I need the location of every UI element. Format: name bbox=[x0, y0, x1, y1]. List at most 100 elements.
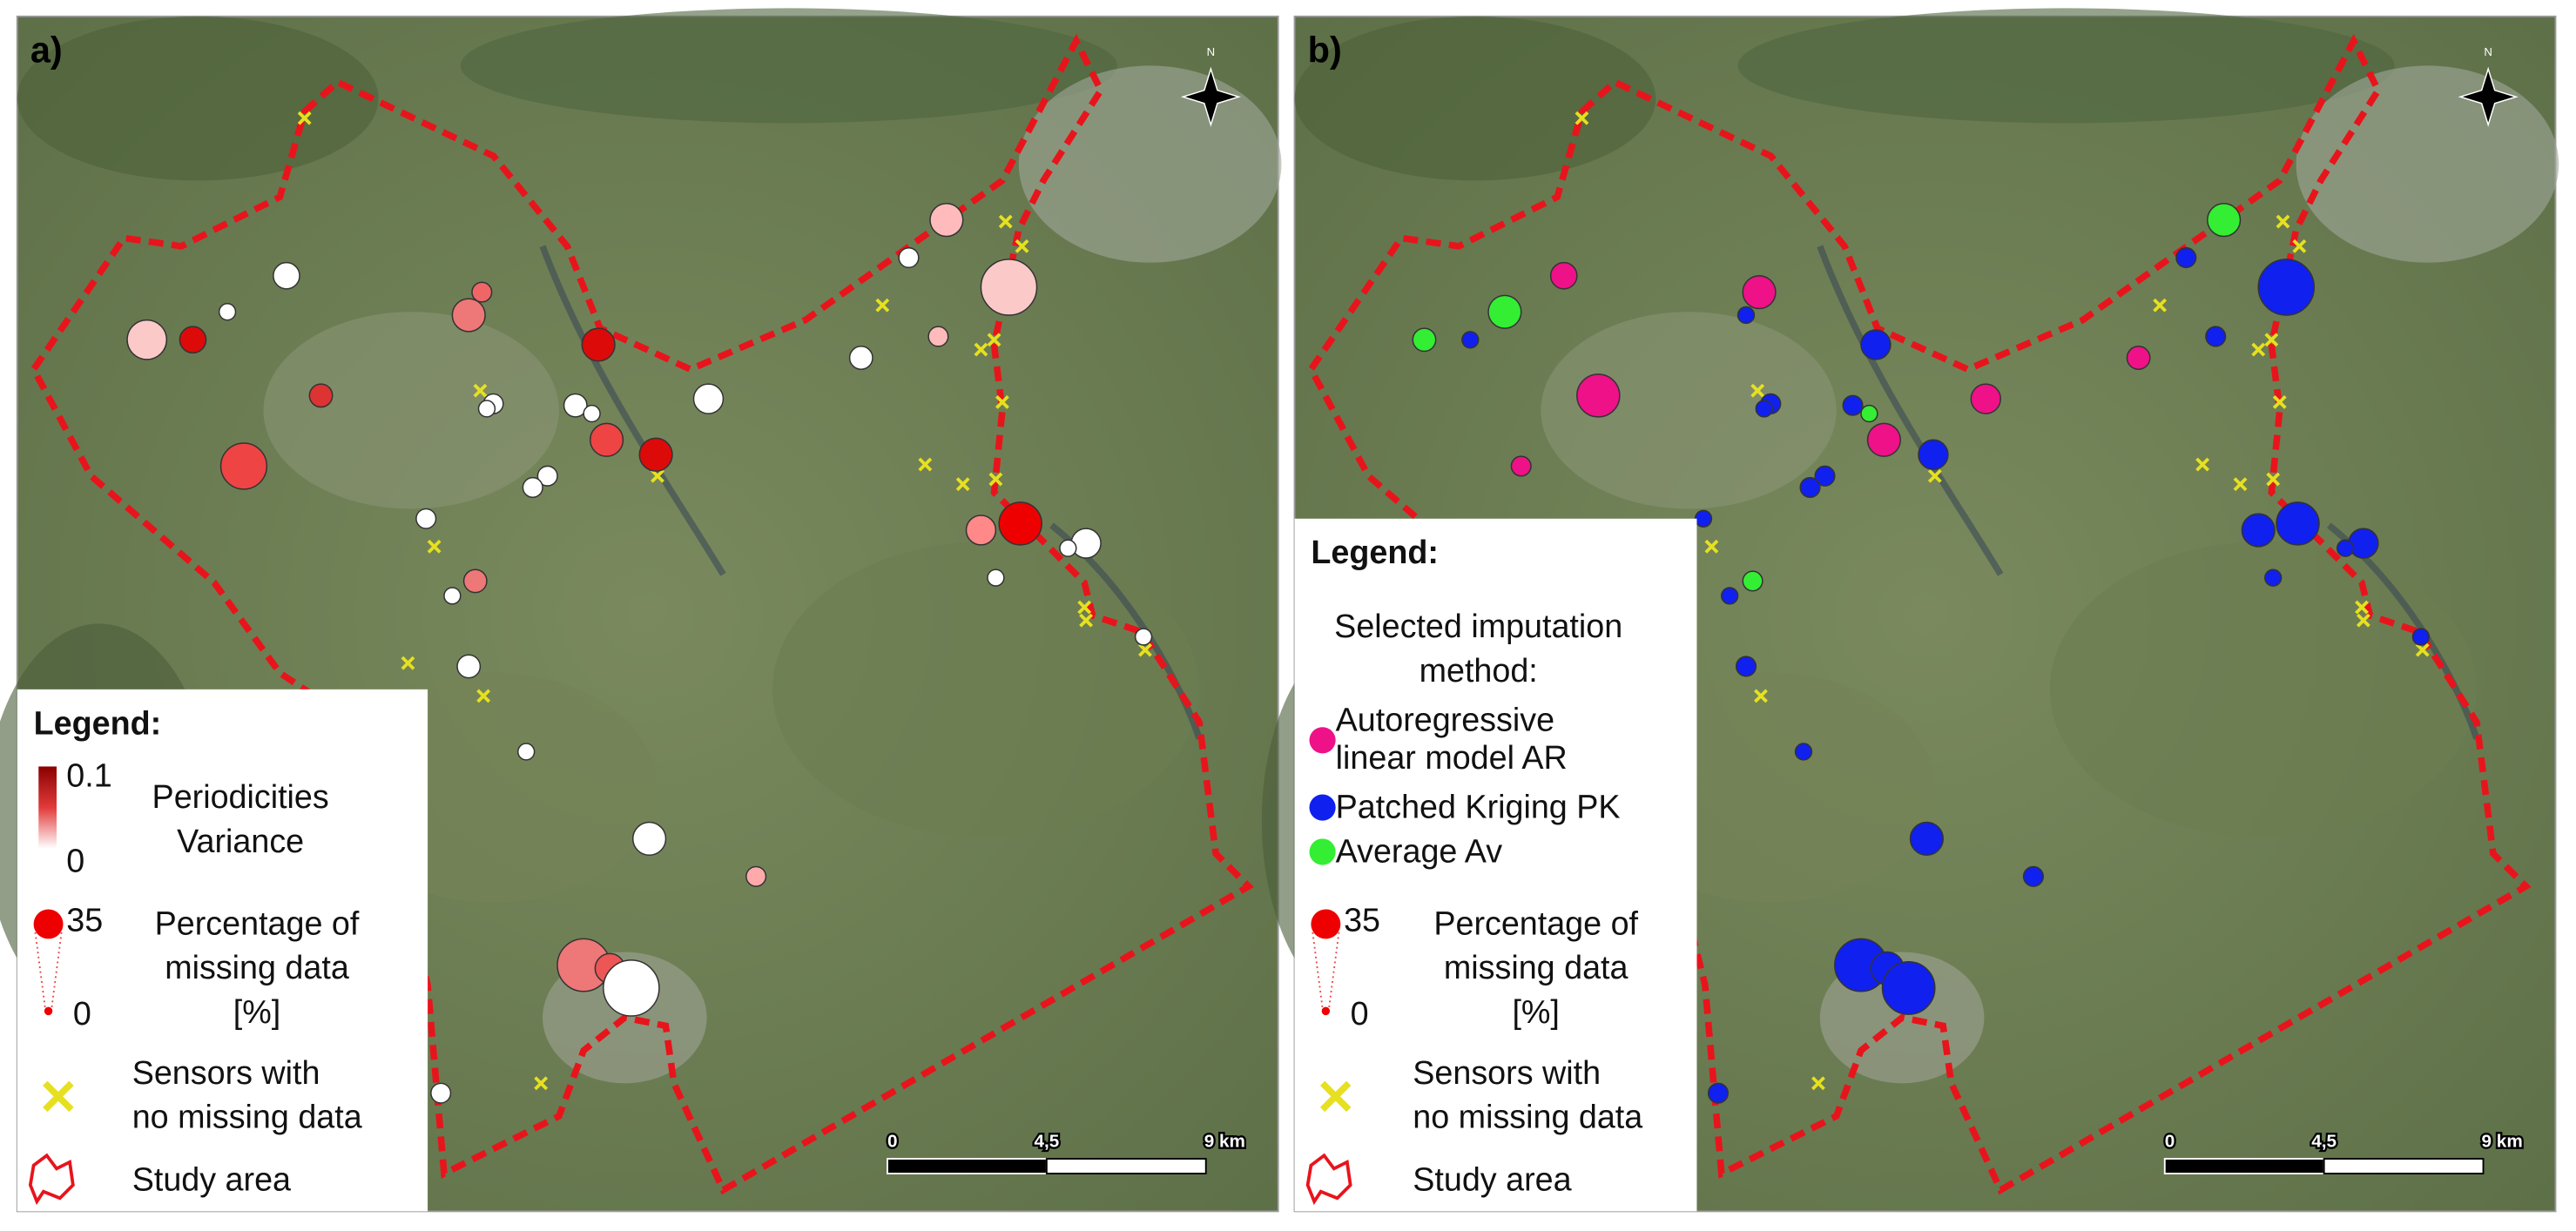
sensor-point bbox=[2022, 865, 2045, 887]
sensor-point bbox=[1742, 570, 1763, 592]
legend-text: 0.1 bbox=[66, 757, 111, 794]
sensor-point bbox=[1576, 373, 1621, 418]
sensor-point bbox=[1707, 1082, 1730, 1104]
scale-label: 0 bbox=[2165, 1132, 2175, 1152]
sensor-cross bbox=[1077, 600, 1092, 615]
sensor-point bbox=[638, 437, 673, 472]
sensor-point bbox=[1059, 539, 1077, 557]
sensor-cross bbox=[476, 689, 491, 703]
terrain bbox=[2049, 542, 2477, 837]
terrain bbox=[1294, 16, 1656, 181]
legend-swatch bbox=[1309, 727, 1336, 754]
north-arrow bbox=[1180, 66, 1242, 127]
sensor-point bbox=[1918, 439, 1949, 470]
sensor-point bbox=[929, 203, 964, 238]
sensor-cross bbox=[2153, 298, 2168, 313]
sensor-point bbox=[522, 476, 543, 499]
legend-size-max bbox=[1311, 909, 1341, 939]
sensor-point bbox=[517, 743, 536, 761]
legend-text: 0 bbox=[73, 995, 91, 1032]
sensor-point bbox=[1487, 294, 1522, 329]
sensor-cross bbox=[2415, 642, 2430, 657]
sensor-point bbox=[477, 400, 496, 418]
sensor-cross bbox=[2266, 472, 2281, 487]
legend-size-max bbox=[33, 909, 64, 939]
panel-label: a) bbox=[30, 29, 63, 70]
map-panel: b) N 0 4,5 9 km Legend: Selected imputation met… bbox=[1261, 8, 2559, 1213]
sensor-cross bbox=[2292, 239, 2307, 253]
map-panel: a) N 0 4,5 9 km Legend: 0.1 0 Periodicities Varia… bbox=[0, 8, 1282, 1213]
legend-text: Patched Kriging PK bbox=[1336, 788, 1621, 824]
sensor-cross bbox=[2195, 457, 2210, 472]
sensor-point bbox=[1881, 961, 1936, 1015]
legend-text: no missing data bbox=[1413, 1099, 1642, 1135]
sensor-point bbox=[1970, 383, 2001, 414]
sensor-point bbox=[998, 501, 1042, 546]
sensor-point bbox=[1909, 821, 1945, 857]
sensor-cross bbox=[2233, 477, 2248, 492]
sensor-cross bbox=[473, 383, 488, 398]
sensor-point bbox=[848, 346, 873, 370]
sensor-point bbox=[2348, 528, 2379, 559]
sensor-point bbox=[1412, 327, 1437, 353]
legend-size-min bbox=[44, 1006, 53, 1016]
sensor-cross bbox=[988, 472, 1003, 487]
sensor-cross bbox=[1319, 1080, 1352, 1113]
legend-text: Sensors with bbox=[1413, 1054, 1601, 1091]
sensor-point bbox=[1736, 306, 1756, 325]
sensor-point bbox=[563, 393, 588, 418]
sensor-cross bbox=[1079, 613, 1094, 628]
sensor-point bbox=[965, 515, 997, 546]
sensor-cross bbox=[1811, 1076, 1825, 1091]
legend-text: 0 bbox=[1351, 995, 1369, 1032]
sensor-point bbox=[443, 587, 462, 605]
sensor-cross bbox=[1704, 539, 1719, 554]
sensor-point bbox=[536, 465, 558, 487]
sensor-point bbox=[456, 654, 482, 679]
sensor-cross bbox=[2251, 342, 2266, 357]
scale-bar-light bbox=[1045, 1158, 1207, 1174]
terrain bbox=[17, 16, 379, 181]
sensor-point bbox=[1814, 465, 1836, 487]
sensor-point bbox=[987, 568, 1005, 587]
sensor-cross bbox=[2355, 600, 2369, 615]
sensor-point bbox=[1860, 404, 1878, 423]
sensor-cross bbox=[534, 1076, 549, 1091]
sensor-point bbox=[603, 959, 660, 1017]
scale-label: 4,5 bbox=[1034, 1132, 1059, 1152]
terrain bbox=[460, 8, 1117, 124]
legend-text: Percentage of bbox=[1433, 905, 1638, 941]
sensor-cross bbox=[1754, 689, 1768, 703]
sensor-point bbox=[589, 422, 624, 457]
sensor-point bbox=[1735, 656, 1757, 677]
sensor-point bbox=[745, 865, 767, 887]
sensor-point bbox=[471, 281, 493, 303]
scale-label: 4,5 bbox=[2311, 1132, 2337, 1152]
legend-area-icon bbox=[28, 1153, 75, 1206]
scale-bar-light bbox=[2323, 1158, 2485, 1174]
scale-label: 9 km bbox=[2482, 1132, 2523, 1152]
sensor-point bbox=[1510, 455, 1532, 477]
sensor-cross bbox=[918, 457, 933, 472]
sensor-point bbox=[1794, 743, 1813, 761]
sensor-point bbox=[179, 326, 207, 354]
sensor-cross bbox=[998, 214, 1013, 229]
scale-label: 0 bbox=[887, 1132, 898, 1152]
sensor-point bbox=[273, 261, 300, 290]
sensor-cross bbox=[2356, 613, 2370, 628]
sensor-point bbox=[927, 326, 949, 347]
sensor-point bbox=[1134, 628, 1153, 646]
sensor-point bbox=[583, 404, 601, 423]
scale-label: 9 km bbox=[1204, 1132, 1245, 1152]
terrain bbox=[1737, 8, 2395, 124]
sensor-point bbox=[1799, 476, 1821, 499]
legend-text: Autoregressive bbox=[1336, 701, 1554, 737]
sensor-cross bbox=[1927, 468, 1942, 483]
sensor-cross bbox=[2272, 394, 2287, 409]
sensor-point bbox=[1742, 274, 1777, 310]
sensor-point bbox=[2241, 513, 2276, 548]
legend-text: Sensors with bbox=[132, 1054, 320, 1091]
legend-swatch bbox=[1309, 794, 1336, 821]
sensor-point bbox=[415, 508, 437, 529]
